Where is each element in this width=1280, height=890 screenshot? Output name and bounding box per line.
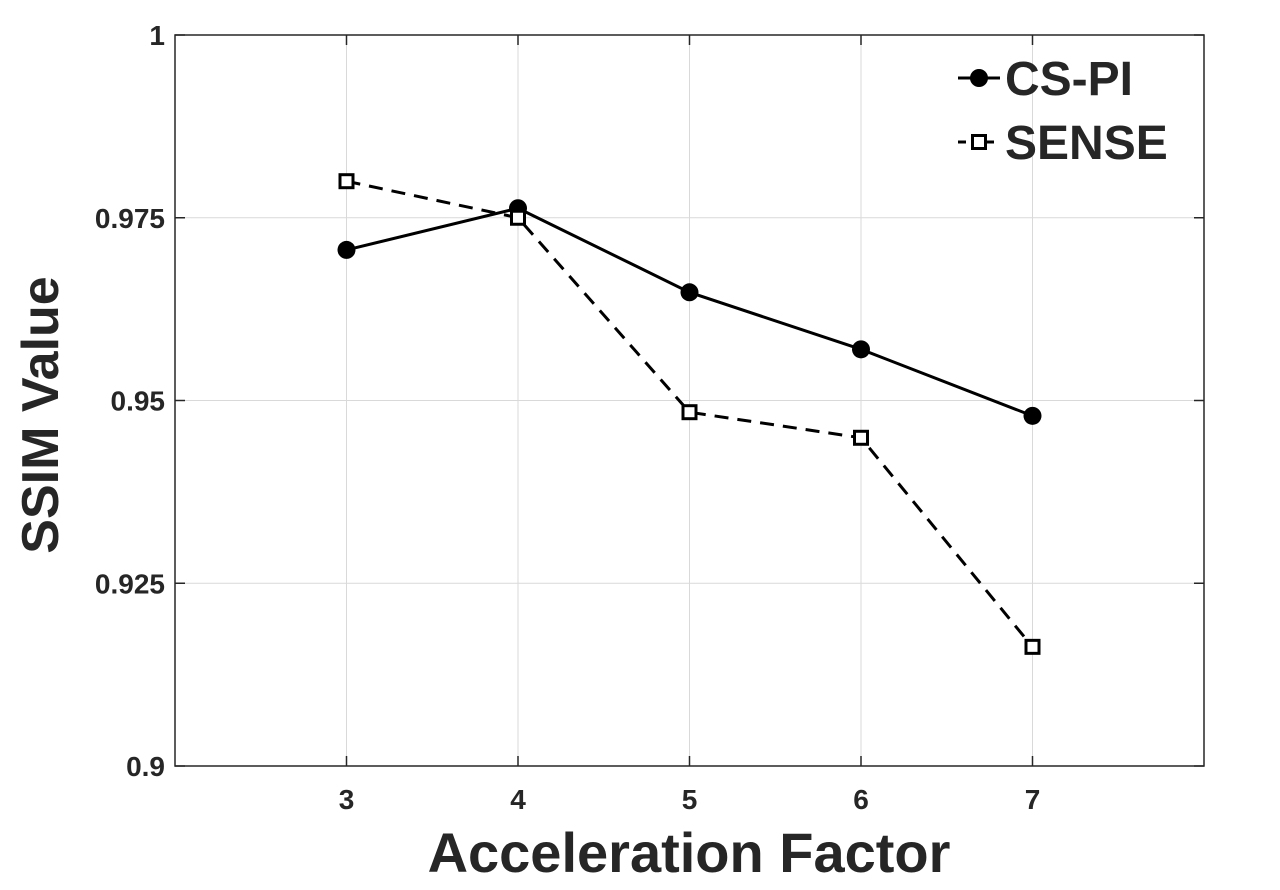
x-tick-label: 3 (339, 784, 355, 815)
x-tick-label: 5 (682, 784, 698, 815)
data-point-cs-pi (1023, 406, 1042, 425)
data-point-sense (1024, 638, 1041, 655)
data-point-sense (681, 404, 698, 421)
data-point-cs-pi (680, 283, 699, 302)
data-point-sense (338, 173, 355, 190)
series (337, 173, 1042, 655)
y-tick-label: 1 (149, 20, 165, 51)
data-point-cs-pi (852, 340, 870, 359)
ticks: 3 4 5 6 7 0.9 0.925 0.95 0.975 1 (95, 20, 1204, 815)
x-axis-label: Acceleration Factor (428, 821, 951, 884)
data-point-cs-pi (337, 240, 356, 259)
y-axis-label: SSIM Value (12, 276, 70, 553)
series-line-sense (346, 179, 1034, 648)
legend-marker-sense (971, 134, 987, 150)
legend-marker-cs-pi (970, 69, 988, 87)
data-point-sense (510, 209, 526, 226)
legend: CS-PI SENSE (958, 53, 1168, 170)
legend-label: SENSE (1005, 117, 1168, 170)
data-point-sense (853, 429, 869, 446)
x-tick-label: 4 (510, 784, 526, 815)
y-tick-label: 0.9 (126, 751, 165, 782)
y-tick-label: 0.975 (95, 203, 165, 234)
y-tick-label: 0.925 (95, 568, 165, 599)
legend-label: CS-PI (1005, 53, 1133, 106)
y-tick-label: 0.95 (111, 386, 166, 417)
x-tick-label: 6 (853, 784, 869, 815)
x-tick-label: 7 (1025, 784, 1041, 815)
